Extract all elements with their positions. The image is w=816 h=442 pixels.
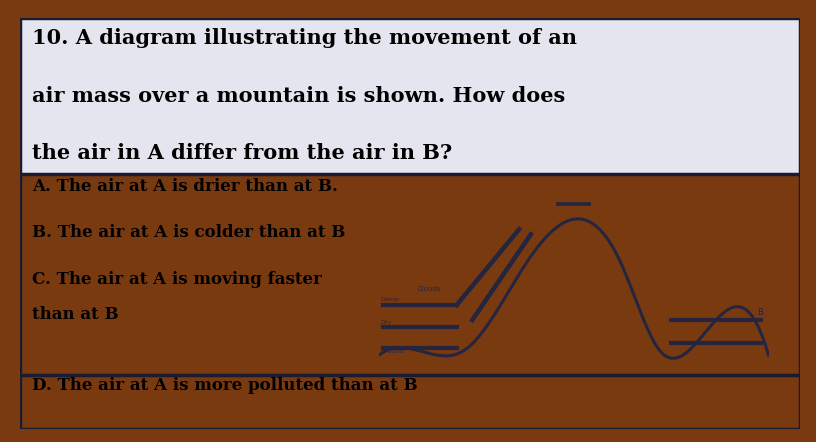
- FancyBboxPatch shape: [20, 18, 800, 174]
- Text: Clouds: Clouds: [418, 286, 441, 292]
- Text: Ground: Ground: [381, 349, 404, 354]
- Text: Dry: Dry: [381, 320, 392, 325]
- Text: B. The air at A is colder than at B: B. The air at A is colder than at B: [32, 225, 345, 241]
- Text: C. The air at A is moving faster: C. The air at A is moving faster: [32, 271, 322, 288]
- Text: D. The air at A is more polluted than at B: D. The air at A is more polluted than at…: [32, 377, 418, 394]
- Text: than at B: than at B: [32, 306, 118, 323]
- Text: B: B: [756, 308, 763, 317]
- Text: 10. A diagram illustrating the movement of an: 10. A diagram illustrating the movement …: [32, 28, 577, 48]
- Text: A. The air at A is drier than at B.: A. The air at A is drier than at B.: [32, 178, 338, 195]
- Text: the air in A differ from the air in B?: the air in A differ from the air in B?: [32, 143, 452, 163]
- Text: air mass over a mountain is shown. How does: air mass over a mountain is shown. How d…: [32, 85, 565, 106]
- Text: Damp: Damp: [381, 297, 400, 302]
